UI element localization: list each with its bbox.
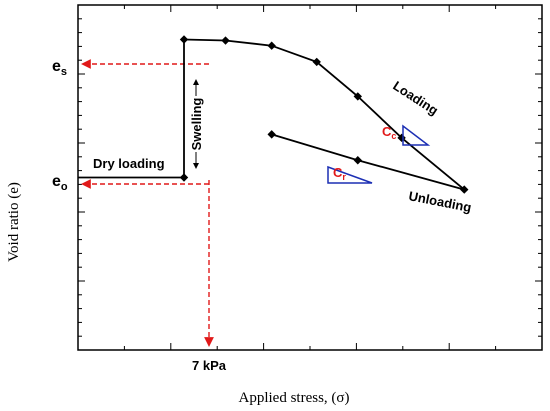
y-axis-label: Void ratio (e) [6,182,22,262]
y-tick-label-eo: eo [52,173,68,193]
data-point [179,173,189,182]
cc-slope-triangle [402,124,431,146]
label-cr: Cr [333,165,346,182]
series-layer [78,35,469,194]
axis-ticks [78,5,542,350]
data-point [221,36,230,45]
swelling-arrow-up-head [193,79,199,85]
label-cc: Cc [382,124,396,141]
data-point [179,35,189,44]
data-point [460,185,469,194]
data-point [267,130,276,139]
label-dry-loading: Dry loading [93,156,165,171]
data-point [353,156,362,165]
x-tick-label: 7 kPa [192,358,227,373]
label-swelling: Swelling [189,98,204,151]
y-tick-label-es: es [52,58,67,78]
swelling-arrow-down-head [193,163,199,169]
data-point [353,92,362,101]
x-axis-label: Applied stress, (σ) [239,390,350,406]
data-point [267,41,276,50]
cr-slope-triangle [327,165,373,184]
series-line-2 [183,38,465,191]
data-point [312,57,321,67]
label-loading: Loading [390,78,441,118]
